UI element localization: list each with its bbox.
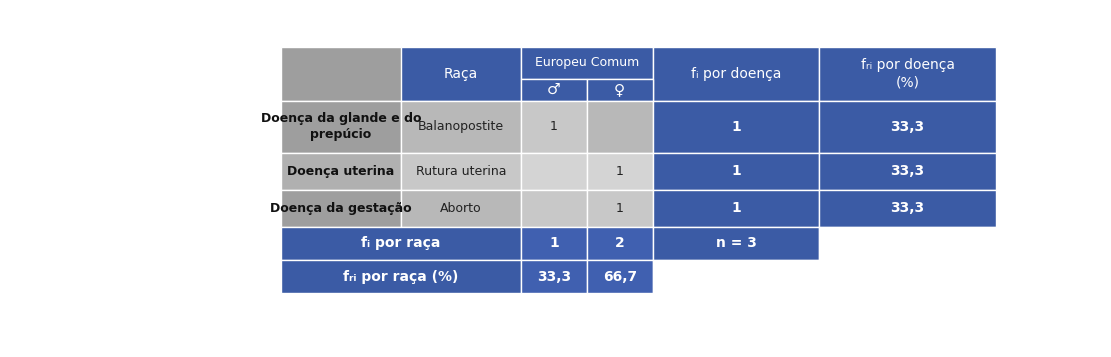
Bar: [281, 101, 401, 153]
Bar: [281, 153, 401, 190]
Text: 1: 1: [731, 120, 741, 134]
Text: fᵣᵢ por doença
(%): fᵣᵢ por doença (%): [861, 58, 954, 89]
Text: n = 3: n = 3: [715, 236, 757, 250]
Text: 66,7: 66,7: [602, 270, 637, 283]
Bar: [521, 79, 587, 101]
Bar: [521, 190, 587, 227]
Bar: [401, 153, 521, 190]
Text: fᵣᵢ por raça (%): fᵣᵢ por raça (%): [343, 270, 459, 283]
Bar: [652, 227, 819, 260]
Text: Raça: Raça: [443, 67, 478, 81]
Text: Europeu Comum: Europeu Comum: [534, 56, 639, 69]
Text: 1: 1: [731, 165, 741, 178]
Bar: [587, 79, 652, 101]
Text: 33,3: 33,3: [891, 165, 924, 178]
Bar: [401, 47, 521, 101]
Text: 2: 2: [614, 236, 624, 250]
Bar: [652, 260, 997, 293]
Bar: [521, 260, 587, 293]
Bar: [281, 260, 521, 293]
Text: Rutura uterina: Rutura uterina: [416, 165, 507, 178]
Text: fᵢ por doença: fᵢ por doença: [691, 67, 781, 81]
Text: fᵢ por raça: fᵢ por raça: [361, 236, 441, 250]
Text: 1: 1: [731, 201, 741, 215]
Bar: [587, 101, 652, 153]
Bar: [652, 47, 819, 101]
Bar: [281, 190, 401, 227]
Bar: [281, 227, 521, 260]
Bar: [401, 101, 521, 153]
Bar: [819, 47, 997, 101]
Bar: [281, 47, 521, 101]
Bar: [401, 190, 521, 227]
Bar: [587, 153, 652, 190]
Text: Aborto: Aborto: [440, 202, 482, 215]
Text: 1: 1: [549, 236, 559, 250]
Text: 1: 1: [615, 165, 623, 178]
Bar: [652, 153, 819, 190]
Bar: [819, 190, 997, 227]
Bar: [819, 153, 997, 190]
Text: Doença uterina: Doença uterina: [287, 165, 394, 178]
Bar: [819, 101, 997, 153]
Text: 1: 1: [615, 202, 623, 215]
Text: Doença da gestação: Doença da gestação: [270, 202, 411, 215]
Text: Balanopostite: Balanopostite: [418, 120, 504, 133]
Text: ♂: ♂: [547, 82, 561, 97]
Text: 33,3: 33,3: [891, 120, 924, 134]
Text: 33,3: 33,3: [891, 201, 924, 215]
Bar: [521, 227, 587, 260]
Bar: [819, 227, 997, 260]
Bar: [587, 260, 652, 293]
Text: Doença da glande e do
prepúcio: Doença da glande e do prepúcio: [260, 112, 421, 141]
Text: 33,3: 33,3: [537, 270, 571, 283]
Text: ♀: ♀: [614, 82, 625, 97]
Bar: [521, 101, 587, 153]
Text: 1: 1: [550, 120, 558, 133]
Bar: [521, 47, 652, 79]
Bar: [652, 190, 819, 227]
Bar: [587, 227, 652, 260]
Bar: [587, 190, 652, 227]
Bar: [652, 101, 819, 153]
Bar: [521, 153, 587, 190]
